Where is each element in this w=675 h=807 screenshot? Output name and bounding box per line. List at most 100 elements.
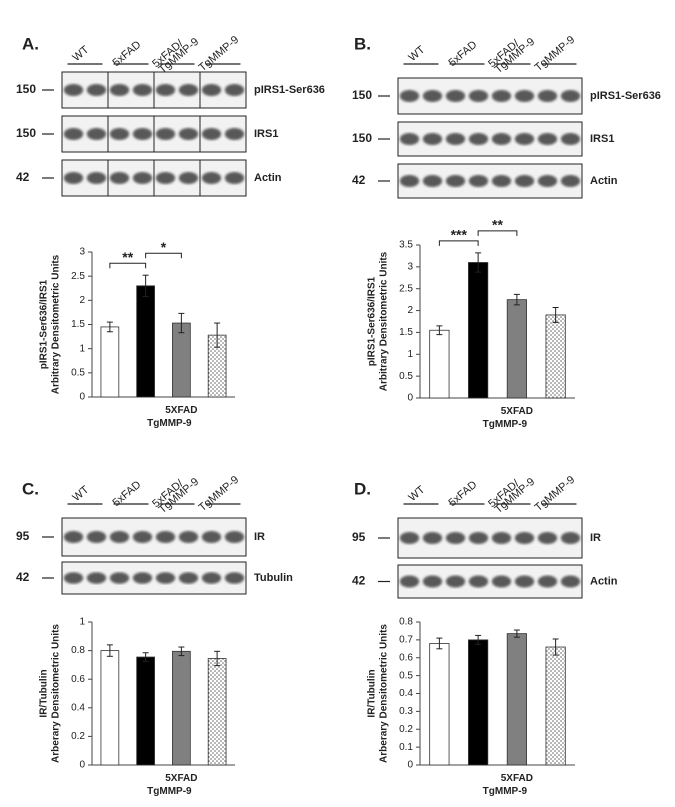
row-label: pIRS1-Ser636 [590,90,661,102]
y-tick-label: 0.1 [399,742,413,753]
lane-label: WT [407,484,428,504]
y-tick-label: 0.4 [71,702,85,713]
blot-band [109,572,130,584]
blot-band [201,572,222,584]
molecular-weight: 150 [16,82,36,96]
y-tick-label: 1.5 [71,319,85,330]
bar [100,326,120,398]
blot-band [491,133,512,145]
bar [545,646,566,766]
molecular-weight: 42 [16,170,30,184]
panel-letter: D. [354,479,371,498]
molecular-weight: 150 [352,131,372,145]
blot-band [514,133,535,145]
y-tick-label: 2 [407,305,413,316]
blot-band [514,175,535,187]
blot-band [468,575,489,588]
x-tick-label-line: 5XFAD [165,773,197,784]
bar [468,262,489,399]
y-tick-label: 0.2 [71,731,85,742]
blot-band [422,532,443,544]
blot-band [109,172,130,184]
y-tick-label: 0 [79,392,85,403]
error-bar [106,321,113,333]
bar [429,329,450,399]
row-label: Actin [590,575,618,587]
blot-band [201,84,222,96]
y-tick-label: 0 [79,760,85,771]
y-tick-label: 3.5 [399,240,413,251]
blot-band [560,175,581,187]
y-tick-label: 0.4 [399,688,413,699]
blot-band [109,128,130,140]
row-label: IRS1 [590,133,614,145]
blot-band [178,572,199,584]
blot-band [491,90,512,102]
x-tick-label-line: TgMMP-9 [483,419,528,430]
blot-band [224,572,245,584]
blot-band [422,575,443,588]
lane-label: TgMMP-9 [533,34,578,74]
blot-band [537,90,558,102]
x-tick-label: 5XFAD TgMMP-9 [483,773,533,797]
error-bar [436,325,443,336]
y-tick-label: 0.2 [399,724,413,735]
error-bar [475,634,482,645]
blot-band [178,172,199,184]
significance-label: ** [492,217,503,233]
blot-band [155,531,176,543]
blot-band [201,128,222,140]
lane-label: WT [71,44,92,64]
blot-band [445,575,466,588]
significance-bracket [145,252,182,259]
y-tick-label: 2.5 [399,283,413,294]
blot-band [560,90,581,102]
blot-band [155,572,176,584]
molecular-weight: 42 [16,570,30,584]
bar [136,285,155,398]
bar [506,299,527,399]
y-tick-label: 0.5 [71,367,85,378]
blot-band [445,133,466,145]
blot-band [422,90,443,102]
error-bar [142,652,149,662]
x-tick-label-line: TgMMP-9 [483,786,528,797]
blot-band [224,172,245,184]
bar [429,643,450,766]
blot-band [560,133,581,145]
lane-label: WT [407,44,428,64]
blot-band [399,90,420,102]
y-tick-label: 0.3 [399,706,413,717]
error-bar [142,274,149,297]
blot-band [399,133,420,145]
blot-band [155,172,176,184]
blot-band [468,175,489,187]
blot-band [560,532,581,544]
blot-band [514,90,535,102]
blot-band [514,575,535,588]
blot-band [224,128,245,140]
y-tick-label: 1 [407,349,413,360]
x-tick-label-line: 5XFAD [501,406,533,417]
error-bar [214,650,221,667]
error-bar [214,322,221,348]
significance-label: * [161,239,167,255]
bar [100,650,120,766]
blot-band [109,84,130,96]
blot-band [63,172,84,184]
blot-band [109,531,130,543]
molecular-weight: 150 [352,88,372,102]
blot-band [422,133,443,145]
error-bar [513,293,520,306]
significance-bracket [477,230,518,236]
row-label: IRS1 [254,128,278,140]
blot-band [224,531,245,543]
row-label: Tubulin [254,572,293,584]
row-label: Actin [590,175,618,187]
panel-letter: A. [22,34,39,53]
x-tick-label-line: TgMMP-9 [147,786,192,797]
x-tick-label-line: 5XFAD [165,405,197,416]
blot-band [132,531,153,543]
error-bar [178,646,185,657]
